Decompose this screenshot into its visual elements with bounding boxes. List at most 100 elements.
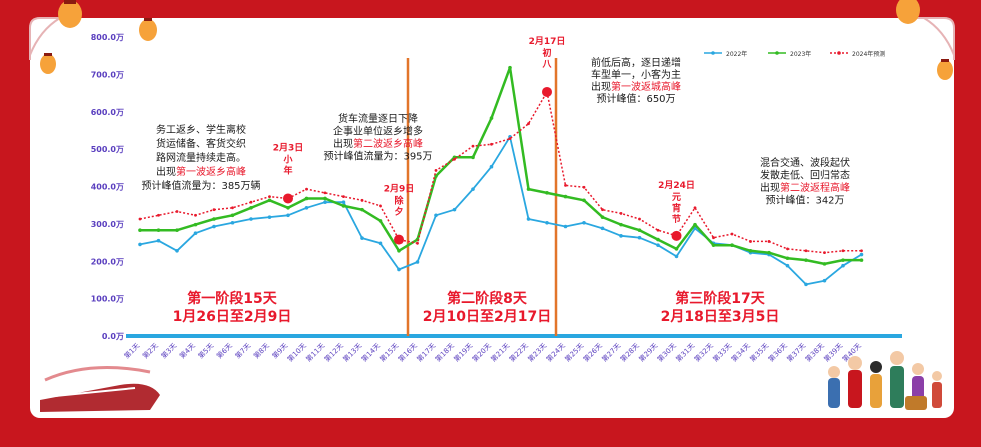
data-point [693,206,697,210]
data-point [138,217,142,221]
annotation-highlight: 第二波返乡高峰 [353,137,423,150]
y-tick-label: 600.0万 [91,108,124,117]
annotation-highlight-line: 出现第一波返城高峰 [591,80,681,93]
corner-ornament-right [904,17,955,60]
annotation-peak: 预计峰值：342万 [765,194,844,207]
data-point [822,278,827,283]
annotation-highlight: 第二波返程高峰 [780,181,850,194]
data-point [786,247,789,251]
event-date: 2月24日 [658,180,695,191]
legend-label: 2024年预测 [852,50,885,58]
event-marker [542,86,552,97]
data-point [785,256,790,261]
data-point [138,228,142,233]
annotation-prefix: 出现 [760,181,780,194]
data-point [434,213,438,218]
y-tick-label: 300.0万 [91,220,124,229]
event-date: 2月3日 [273,142,304,153]
data-point [508,65,512,70]
data-point [378,219,383,223]
data-point [748,248,753,253]
data-point [397,267,401,272]
data-point [323,191,327,195]
phase-date-range: 2月10日至2月17日 [423,309,551,325]
lantern-icon [40,53,56,74]
data-point [749,240,752,243]
data-point [360,236,364,240]
data-point [637,228,642,233]
train-illustration [40,366,160,412]
data-point [267,215,272,219]
y-tick-label: 0.0万 [102,332,124,341]
y-tick-label: 500.0万 [91,145,124,154]
annotation-line: 务工返乡、学生离校 [156,123,246,136]
data-point [212,208,216,212]
data-point [471,187,475,191]
data-point [212,217,216,221]
phase-date-range: 2月18日至3月5日 [661,309,780,325]
phase-title: 第三阶段17天 [675,290,765,307]
data-point [360,207,364,212]
annotation-peak: 预计峰值流量为：385万辆 [141,179,260,192]
annotation-peak: 预计峰值：650万 [596,92,675,105]
data-point [452,207,457,212]
event-label-char: 小 [282,153,292,165]
data-point [471,144,475,148]
data-point [489,116,494,120]
data-point [378,241,383,246]
event-label-char: 节 [672,213,681,225]
data-point [175,210,179,213]
data-point [304,196,309,201]
data-point [582,198,586,203]
legend-label: 2022年 [726,50,747,58]
data-point [489,164,494,169]
data-point [730,243,734,247]
data-point [416,241,419,245]
data-point [194,213,197,217]
data-point [860,249,863,253]
data-point [508,137,512,141]
data-point [637,235,642,240]
annotation-highlight: 第一波返乡高峰 [176,165,246,178]
y-tick-label: 800.0万 [91,33,124,42]
data-point [156,238,161,243]
data-point [231,206,234,210]
data-point [619,212,623,215]
event-marker [394,234,404,245]
data-point [267,198,272,203]
data-point [693,222,697,227]
series-line [140,66,862,266]
corner-ornament-left [29,17,80,60]
y-tick-label: 400.0万 [91,183,124,192]
data-point [323,196,327,201]
phase-title: 第一阶段15天 [187,290,277,307]
event-label-char: 初 [542,47,551,59]
data-point [249,217,253,221]
data-point [249,206,253,210]
y-tick-label: 100.0万 [91,295,124,304]
series-line [139,91,862,254]
data-point [656,237,660,242]
annotation-line: 混合交通、波段起伏 [760,156,850,169]
annotation-peak: 预计峰值流量为：395万 [323,150,432,163]
lantern-icon [937,59,953,80]
data-point [230,220,235,225]
data-point [268,195,271,198]
data-point [785,263,790,268]
annotation-prefix: 出现 [591,80,611,93]
data-point [545,191,549,195]
data-point [563,194,568,199]
data-point [730,232,734,236]
data-point [286,206,290,210]
data-point [193,231,198,236]
annotation-line: 车型单一，小客为主 [591,68,681,81]
data-point [286,213,290,218]
data-point [305,187,308,191]
data-point [397,248,401,253]
legend-label: 2023年 [790,50,811,58]
annotation-highlight-line: 出现第二波返程高峰 [760,181,850,194]
lantern-icon [896,0,920,24]
data-point [379,204,382,208]
data-point [619,234,623,238]
